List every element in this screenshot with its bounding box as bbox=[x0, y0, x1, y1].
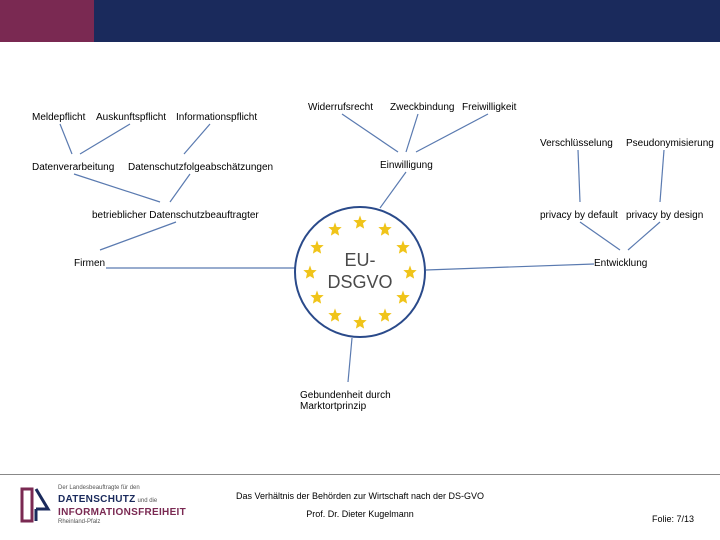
node-datenverarbeitung: Datenverarbeitung bbox=[32, 162, 114, 173]
footer-center: Das Verhältnis der Behörden zur Wirtscha… bbox=[236, 491, 484, 519]
logo-mid: und die bbox=[138, 498, 158, 504]
topbar-accent-right bbox=[94, 0, 720, 42]
eu-star-icon bbox=[327, 307, 343, 323]
node-auskunftspflicht: Auskunftspflicht bbox=[96, 112, 166, 123]
center-label: EU- DSGVO bbox=[327, 250, 392, 293]
eu-star-icon bbox=[352, 314, 368, 330]
eu-star-icon bbox=[395, 239, 411, 255]
eu-star-icon bbox=[395, 289, 411, 305]
node-dsfa: Datenschutzfolgeabschätzungen bbox=[128, 162, 273, 173]
logo-region: Rheinland-Pfalz bbox=[58, 519, 186, 527]
eu-star-icon bbox=[402, 264, 418, 280]
logo-line1: DATENSCHUTZ bbox=[58, 494, 136, 505]
node-pbdefault: privacy by default bbox=[540, 210, 618, 221]
slide-number: Folie: 7/13 bbox=[652, 514, 694, 524]
center-label-l1: EU- bbox=[344, 250, 375, 270]
eu-star-icon bbox=[309, 289, 325, 305]
node-pseudonym: Pseudonymisierung bbox=[626, 138, 714, 149]
node-freiwilligkeit: Freiwilligkeit bbox=[462, 102, 516, 113]
topbar bbox=[0, 0, 720, 42]
logo-block: Der Landesbeauftragte für den DATENSCHUT… bbox=[18, 485, 186, 527]
footer-author: Prof. Dr. Dieter Kugelmann bbox=[236, 509, 484, 519]
eu-star-icon bbox=[302, 264, 318, 280]
node-firmen: Firmen bbox=[74, 258, 105, 269]
node-verschluesselung: Verschlüsselung bbox=[540, 138, 613, 149]
node-einwilligung: Einwilligung bbox=[380, 160, 433, 171]
node-meldepflicht: Meldepflicht bbox=[32, 112, 85, 123]
logo-icon bbox=[18, 485, 52, 527]
node-widerruf: Widerrufsrecht bbox=[308, 102, 373, 113]
node-informationspflicht: Informationspflicht bbox=[176, 112, 257, 123]
center-label-l2: DSGVO bbox=[327, 272, 392, 292]
mindmap-diagram: EU- DSGVO Meldepflicht Auskunftspflicht In… bbox=[0, 42, 720, 462]
node-entwicklung: Entwicklung bbox=[594, 258, 647, 269]
footer: Der Landesbeauftragte für den DATENSCHUT… bbox=[0, 474, 720, 540]
eu-star-icon bbox=[352, 214, 368, 230]
eu-star-icon bbox=[377, 307, 393, 323]
node-pbdesign: privacy by design bbox=[626, 210, 703, 221]
footer-title: Das Verhältnis der Behörden zur Wirtscha… bbox=[236, 491, 484, 501]
node-marktort: Gebundenheit durchMarktortprinzip bbox=[300, 390, 391, 412]
topbar-accent-left bbox=[0, 0, 94, 42]
node-zweckbindung: Zweckbindung bbox=[390, 102, 454, 113]
eu-star-icon bbox=[377, 221, 393, 237]
node-bdsb: betrieblicher Datenschutzbeauftragter bbox=[92, 210, 259, 221]
eu-star-icon bbox=[327, 221, 343, 237]
eu-star-icon bbox=[309, 239, 325, 255]
logo-line2: INFORMATIONSFREIHEIT bbox=[58, 506, 186, 519]
logo-text: Der Landesbeauftragte für den DATENSCHUT… bbox=[58, 485, 186, 527]
logo-small-top: Der Landesbeauftragte für den bbox=[58, 485, 186, 493]
